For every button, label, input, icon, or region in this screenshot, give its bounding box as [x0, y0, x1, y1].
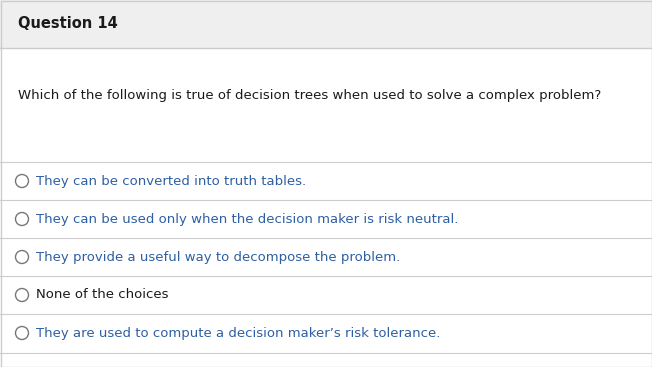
- Text: They provide a useful way to decompose the problem.: They provide a useful way to decompose t…: [36, 251, 400, 264]
- Bar: [0, 0, 652, 48]
- Text: They are used to compute a decision maker’s risk tolerance.: They are used to compute a decision make…: [36, 327, 440, 339]
- Text: Question 14: Question 14: [18, 17, 118, 32]
- Text: None of the choices: None of the choices: [36, 288, 168, 302]
- Text: They can be converted into truth tables.: They can be converted into truth tables.: [36, 174, 306, 188]
- Text: Which of the following is true of decision trees when used to solve a complex pr: Which of the following is true of decisi…: [18, 88, 601, 102]
- Text: They can be used only when the decision maker is risk neutral.: They can be used only when the decision …: [36, 212, 458, 225]
- Bar: [0, 48, 652, 367]
